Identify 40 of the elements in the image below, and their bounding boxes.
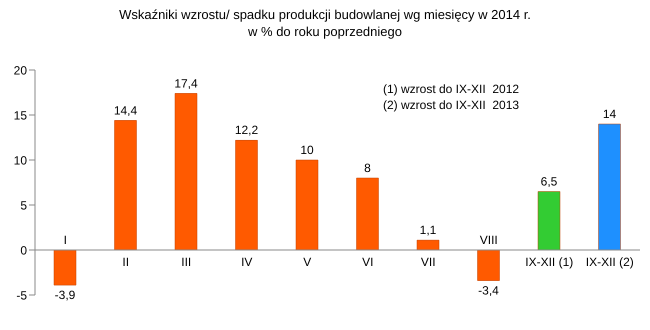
- y-tick-label: 5: [20, 198, 28, 212]
- chart-subtitle: w % do roku poprzedniego: [247, 23, 403, 40]
- data-label: -3,9: [54, 288, 76, 302]
- y-tick-label: 20: [14, 63, 28, 78]
- data-label: 17,4: [174, 76, 198, 90]
- data-label: 14: [602, 107, 616, 121]
- annotation: (1) wzrost do IX-XII 2012: [383, 82, 520, 96]
- bar: [54, 250, 76, 286]
- x-tick-label: IX-XII (1): [525, 255, 574, 269]
- bar: [356, 178, 379, 250]
- y-tick-label: 10: [14, 153, 28, 168]
- data-label: 1,1: [420, 223, 437, 238]
- data-label: -3,4: [478, 284, 500, 298]
- data-label: 10: [300, 143, 314, 157]
- y-tick-label: -5: [16, 288, 28, 302]
- data-label: 12,2: [234, 123, 258, 138]
- bar: [477, 250, 500, 281]
- x-tick-label: I: [64, 233, 67, 247]
- annotation: (2) wzrost do IX-XII 2013: [383, 98, 520, 112]
- bar: [174, 93, 198, 250]
- y-tick-label: 15: [14, 108, 28, 122]
- x-tick-label: IX-XII (2): [586, 255, 634, 269]
- x-tick-label: VI: [362, 255, 374, 269]
- bar: [235, 140, 258, 250]
- x-tick-label: VIII: [480, 233, 498, 247]
- bar: [598, 124, 621, 250]
- chart-title: Wskaźniki wzrostu/ spadku produkcji budowlanej wg miesięcy w 2014 r.: [118, 6, 532, 23]
- data-label: 14,4: [114, 103, 138, 118]
- y-tick-label: 0: [20, 243, 28, 258]
- x-tick-label: IV: [241, 255, 252, 269]
- data-label: 6,5: [540, 174, 558, 188]
- x-tick-label: V: [303, 255, 312, 269]
- bar: [416, 240, 440, 250]
- x-tick-label: II: [122, 255, 130, 269]
- bar: [538, 191, 560, 250]
- bar: [296, 160, 318, 250]
- x-tick-label: VII: [420, 255, 436, 269]
- data-label: 8: [364, 161, 372, 175]
- x-tick-label: III: [181, 255, 192, 269]
- bar: [114, 120, 137, 250]
